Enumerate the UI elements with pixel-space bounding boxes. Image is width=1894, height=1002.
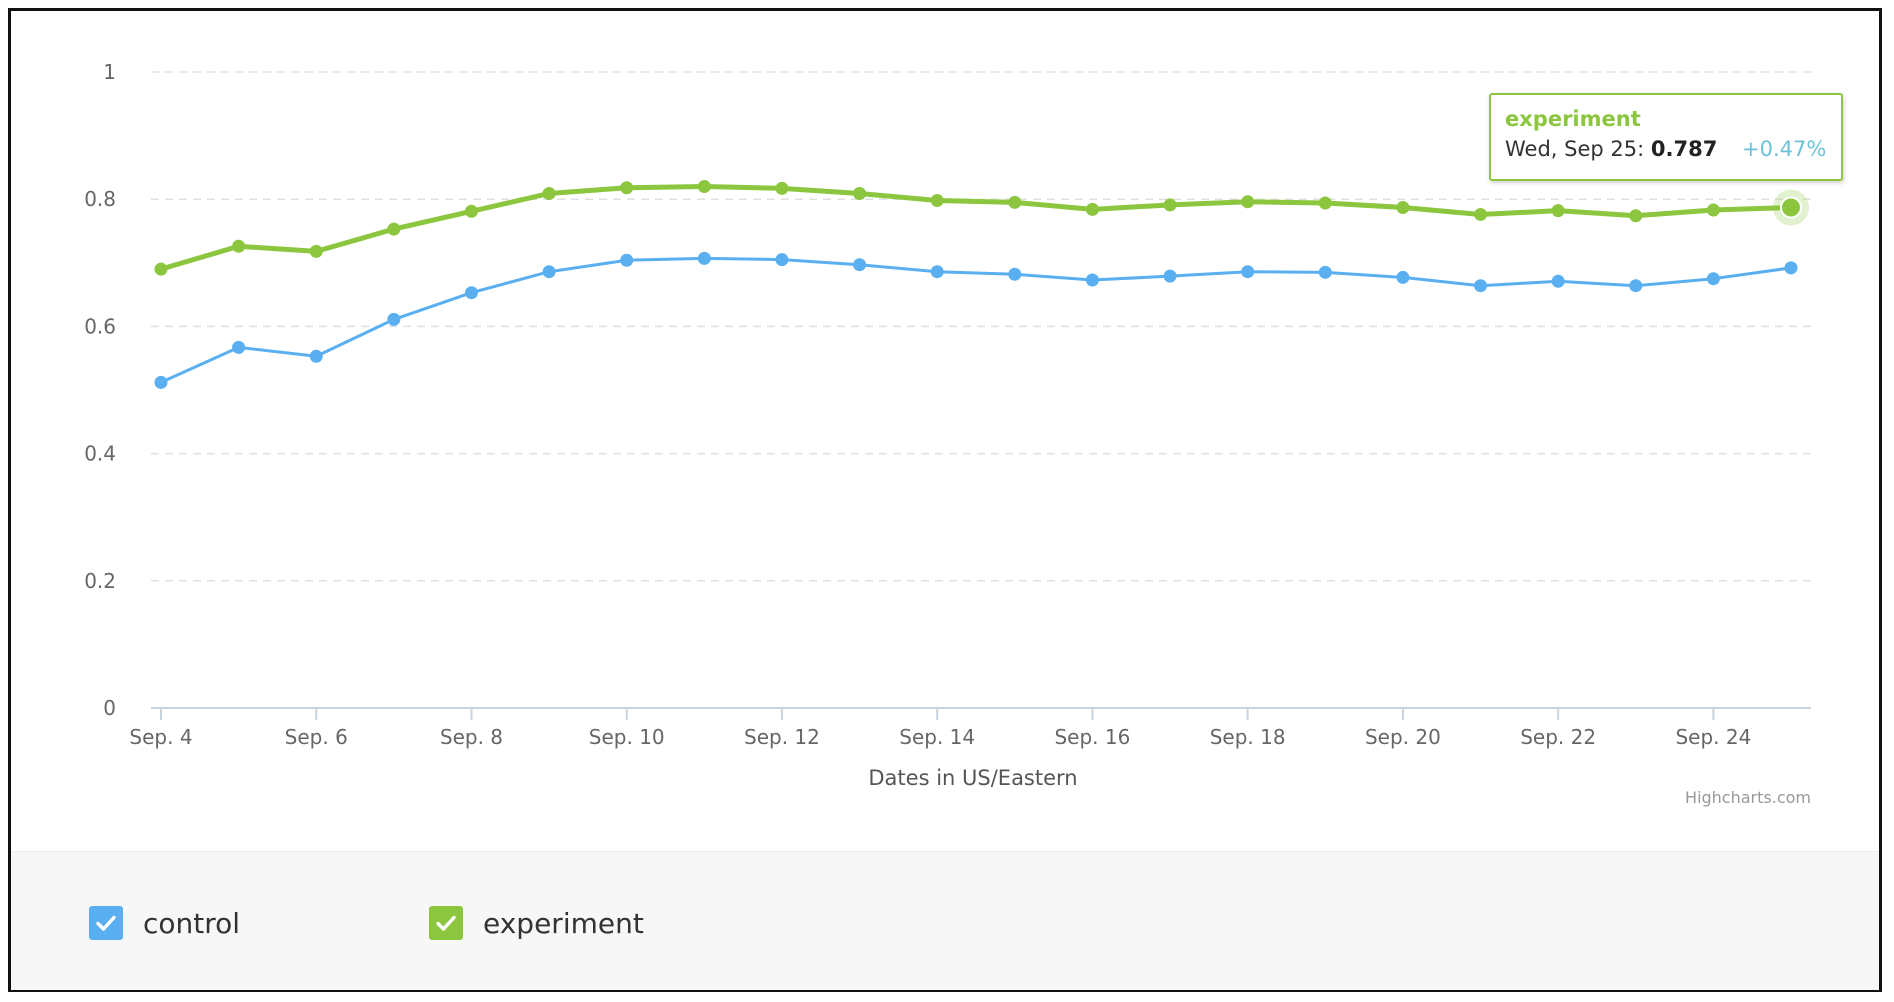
y-axis-labels: 0 0.2 0.4 0.6 0.8 1 [84,60,116,720]
data-point[interactable] [1396,200,1410,214]
y-tick-label: 0 [103,696,116,720]
data-point[interactable] [1629,209,1643,223]
x-tick-label: Sep. 8 [440,725,503,749]
data-point[interactable] [1551,274,1565,288]
data-point[interactable] [464,286,478,300]
y-tick-label: 0.4 [84,442,116,466]
x-tick-label: Sep. 10 [589,725,665,749]
data-point[interactable] [1474,279,1488,293]
data-point[interactable] [1784,261,1798,275]
data-point[interactable] [1629,279,1643,293]
checkbox-icon[interactable] [429,906,463,940]
chart-frame: 0 0.2 0.4 0.6 0.8 1 Sep. 4 Sep. 6 Sep. 8 Sep. 10… [8,8,1882,992]
data-point[interactable] [1008,267,1022,281]
hover-point[interactable] [1780,196,1802,219]
tooltip-row: Wed, Sep 25: 0.787 +0.47% [1505,137,1827,161]
legend-bar: control experiment [11,851,1879,990]
data-point[interactable] [464,204,478,218]
data-point[interactable] [1008,195,1022,209]
data-point[interactable] [853,258,867,272]
data-point[interactable] [697,251,711,265]
series-experiment[interactable] [154,179,1798,276]
checkbox-icon[interactable] [89,906,123,940]
series-control[interactable] [154,251,1798,389]
tooltip-value: 0.787 [1650,137,1718,161]
check-icon [436,915,456,931]
data-point[interactable] [1163,198,1177,212]
series-line-control[interactable] [159,256,1793,384]
data-point[interactable] [853,186,867,200]
data-point[interactable] [697,179,711,193]
data-point[interactable] [232,239,246,253]
tooltip-series-name: experiment [1505,107,1641,131]
data-point[interactable] [1318,196,1332,210]
data-point[interactable] [1085,273,1099,287]
data-point[interactable] [1085,202,1099,216]
x-tick-label: Sep. 6 [285,725,348,749]
data-point[interactable] [542,186,556,200]
data-point[interactable] [542,265,556,279]
data-point[interactable] [1396,270,1410,284]
data-point[interactable] [387,312,401,326]
y-tick-label: 0.8 [84,187,116,211]
legend-item-experiment[interactable]: experiment [429,906,644,940]
x-tick-label: Sep. 4 [129,725,192,749]
x-axis-labels: Sep. 4 Sep. 6 Sep. 8 Sep. 10 Sep. 12 Sep. 14 S… [129,725,1751,749]
data-point[interactable] [930,265,944,279]
tooltip-date: Wed, Sep 25: [1505,137,1645,161]
data-point[interactable] [1318,265,1332,279]
x-tick-label: Sep. 16 [1054,725,1130,749]
data-point[interactable] [1241,195,1255,209]
data-point[interactable] [232,340,246,354]
data-point[interactable] [775,181,789,195]
y-tick-label: 0.2 [84,569,116,593]
y-tick-label: 0.6 [84,314,116,338]
data-point[interactable] [387,222,401,236]
x-tick-label: Sep. 20 [1365,725,1441,749]
x-tick-label: Sep. 24 [1675,725,1751,749]
series-tooltip: experiment Wed, Sep 25: 0.787 +0.47% [1489,93,1843,181]
data-point[interactable] [930,193,944,207]
data-point[interactable] [309,244,323,258]
check-icon [96,915,116,931]
x-tick-label: Sep. 12 [744,725,820,749]
data-point[interactable] [1163,269,1177,283]
data-point[interactable] [620,253,634,267]
chart-area: 0 0.2 0.4 0.6 0.8 1 Sep. 4 Sep. 6 Sep. 8 Sep. 10… [11,11,1879,851]
data-point[interactable] [309,349,323,363]
tooltip-delta: +0.47% [1742,137,1827,161]
y-tick-label: 1 [103,60,116,84]
data-point[interactable] [154,262,168,276]
legend-item-control[interactable]: control [89,906,240,940]
x-tick-label: Sep. 18 [1210,725,1286,749]
data-point[interactable] [1474,207,1488,221]
data-point[interactable] [1706,272,1720,286]
data-point[interactable] [620,181,634,195]
x-axis [151,707,1811,720]
series-lines [154,179,1809,389]
x-axis-title: Dates in US/Eastern [868,766,1077,790]
series-line-experiment[interactable] [158,183,1794,272]
data-point[interactable] [1706,203,1720,217]
x-tick-label: Sep. 22 [1520,725,1596,749]
data-point[interactable] [775,253,789,267]
data-point[interactable] [1551,204,1565,218]
legend-label-experiment: experiment [483,906,644,940]
data-point[interactable] [154,375,168,389]
highcharts-credit[interactable]: Highcharts.com [1685,788,1811,807]
x-tick-label: Sep. 14 [899,725,975,749]
data-point[interactable] [1241,265,1255,279]
legend-label-control: control [143,906,241,940]
line-chart: 0 0.2 0.4 0.6 0.8 1 Sep. 4 Sep. 6 Sep. 8 Sep. 10… [84,60,1811,807]
